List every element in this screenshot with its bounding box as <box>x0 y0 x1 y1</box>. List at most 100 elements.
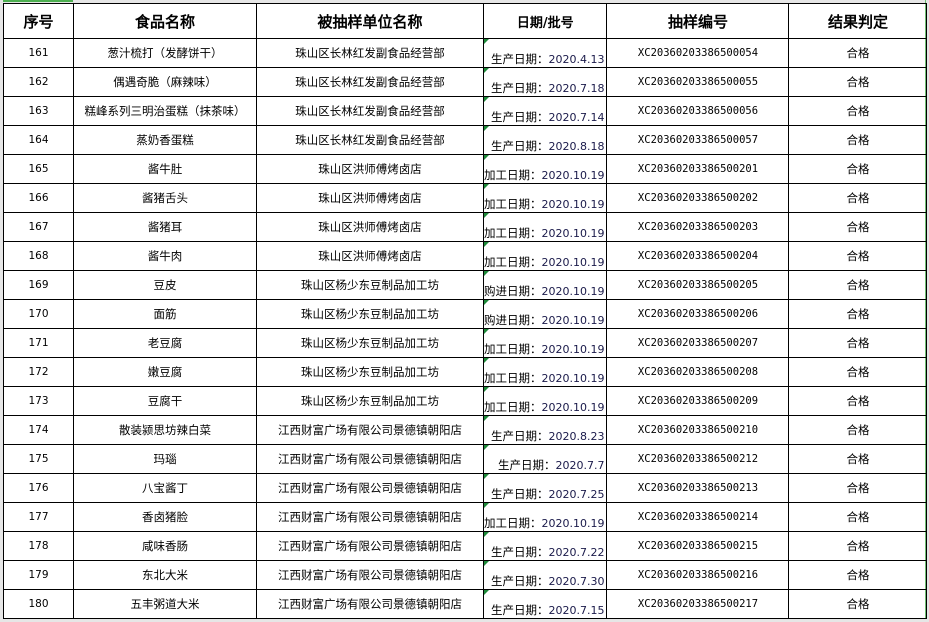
cell-no[interactable]: 177 <box>3 502 74 532</box>
cell-food[interactable]: 偶遇奇脆（麻辣味） <box>73 67 257 97</box>
cell-code[interactable]: XC20360203386500057 <box>606 125 790 155</box>
cell-food[interactable]: 酱猪耳 <box>73 212 257 242</box>
cell-food[interactable]: 豆腐干 <box>73 386 257 416</box>
cell-unit[interactable]: 珠山区洪师傅烤卤店 <box>256 183 484 213</box>
cell-code[interactable]: XC20360203386500202 <box>606 183 790 213</box>
cell-food[interactable]: 八宝酱丁 <box>73 473 257 503</box>
cell-result[interactable]: 合格 <box>788 415 928 445</box>
cell-no[interactable]: 170 <box>3 299 74 329</box>
cell-date[interactable]: 加工日期：2020.10.19 <box>482 386 608 416</box>
cell-no[interactable]: 163 <box>3 96 74 126</box>
cell-date[interactable]: 加工日期：2020.10.19 <box>482 241 608 271</box>
cell-date[interactable]: 生产日期：2020.7.15 <box>482 589 608 619</box>
cell-code[interactable]: XC20360203386500207 <box>606 328 790 358</box>
cell-code[interactable]: XC20360203386500203 <box>606 212 790 242</box>
cell-date[interactable]: 购进日期：2020.10.19 <box>482 299 608 329</box>
cell-food[interactable]: 酱牛肚 <box>73 154 257 184</box>
cell-food[interactable]: 散装颍思坊辣白菜 <box>73 415 257 445</box>
header-result[interactable]: 结果判定 <box>788 3 928 39</box>
cell-no[interactable]: 174 <box>3 415 74 445</box>
cell-result[interactable]: 合格 <box>788 328 928 358</box>
cell-date[interactable]: 生产日期：2020.7.22 <box>482 531 608 561</box>
cell-code[interactable]: XC20360203386500215 <box>606 531 790 561</box>
cell-unit[interactable]: 江西财富广场有限公司景德镇朝阳店 <box>256 473 484 503</box>
cell-unit[interactable]: 珠山区杨少东豆制品加工坊 <box>256 299 484 329</box>
cell-date[interactable]: 生产日期：2020.8.23 <box>482 415 608 445</box>
cell-result[interactable]: 合格 <box>788 38 928 68</box>
cell-food[interactable]: 五丰粥道大米 <box>73 589 257 619</box>
cell-result[interactable]: 合格 <box>788 270 928 300</box>
cell-result[interactable]: 合格 <box>788 357 928 387</box>
cell-no[interactable]: 165 <box>3 154 74 184</box>
cell-result[interactable]: 合格 <box>788 299 928 329</box>
cell-result[interactable]: 合格 <box>788 502 928 532</box>
cell-no[interactable]: 179 <box>3 560 74 590</box>
cell-unit[interactable]: 珠山区杨少东豆制品加工坊 <box>256 328 484 358</box>
cell-result[interactable]: 合格 <box>788 386 928 416</box>
cell-code[interactable]: XC20360203386500208 <box>606 357 790 387</box>
header-code[interactable]: 抽样编号 <box>606 3 790 39</box>
cell-unit[interactable]: 江西财富广场有限公司景德镇朝阳店 <box>256 444 484 474</box>
cell-code[interactable]: XC20360203386500217 <box>606 589 790 619</box>
cell-food[interactable]: 香卤猪脸 <box>73 502 257 532</box>
cell-result[interactable]: 合格 <box>788 183 928 213</box>
cell-date[interactable]: 生产日期：2020.4.13 <box>482 38 608 68</box>
cell-unit[interactable]: 珠山区长林红发副食品经营部 <box>256 67 484 97</box>
cell-date[interactable]: 加工日期：2020.10.19 <box>482 328 608 358</box>
cell-food[interactable]: 酱猪舌头 <box>73 183 257 213</box>
cell-no[interactable]: 173 <box>3 386 74 416</box>
cell-food[interactable]: 老豆腐 <box>73 328 257 358</box>
cell-date[interactable]: 生产日期：2020.7.25 <box>482 473 608 503</box>
cell-no[interactable]: 171 <box>3 328 74 358</box>
cell-code[interactable]: XC20360203386500206 <box>606 299 790 329</box>
cell-code[interactable]: XC20360203386500205 <box>606 270 790 300</box>
cell-unit[interactable]: 江西财富广场有限公司景德镇朝阳店 <box>256 502 484 532</box>
cell-no[interactable]: 166 <box>3 183 74 213</box>
header-unit[interactable]: 被抽样单位名称 <box>256 3 484 39</box>
cell-code[interactable]: XC20360203386500216 <box>606 560 790 590</box>
cell-unit[interactable]: 珠山区洪师傅烤卤店 <box>256 241 484 271</box>
cell-date[interactable]: 加工日期：2020.10.19 <box>482 183 608 213</box>
cell-unit[interactable]: 珠山区洪师傅烤卤店 <box>256 154 484 184</box>
cell-no[interactable]: 178 <box>3 531 74 561</box>
cell-result[interactable]: 合格 <box>788 560 928 590</box>
cell-code[interactable]: XC20360203386500210 <box>606 415 790 445</box>
cell-result[interactable]: 合格 <box>788 444 928 474</box>
cell-result[interactable]: 合格 <box>788 589 928 619</box>
header-date[interactable]: 日期/批号 <box>482 3 608 39</box>
cell-date[interactable]: 生产日期：2020.7.18 <box>482 67 608 97</box>
cell-date[interactable]: 生产日期：2020.7.14 <box>482 96 608 126</box>
cell-date[interactable]: 购进日期：2020.10.19 <box>482 270 608 300</box>
cell-food[interactable]: 面筋 <box>73 299 257 329</box>
cell-date[interactable]: 加工日期：2020.10.19 <box>482 502 608 532</box>
cell-unit[interactable]: 珠山区杨少东豆制品加工坊 <box>256 386 484 416</box>
cell-unit[interactable]: 江西财富广场有限公司景德镇朝阳店 <box>256 531 484 561</box>
cell-food[interactable]: 咸味香肠 <box>73 531 257 561</box>
cell-unit[interactable]: 江西财富广场有限公司景德镇朝阳店 <box>256 560 484 590</box>
cell-food[interactable]: 葱汁梳打（发酵饼干） <box>73 38 257 68</box>
cell-result[interactable]: 合格 <box>788 154 928 184</box>
cell-no[interactable]: 162 <box>3 67 74 97</box>
cell-no[interactable]: 175 <box>3 444 74 474</box>
cell-code[interactable]: XC20360203386500201 <box>606 154 790 184</box>
cell-code[interactable]: XC20360203386500056 <box>606 96 790 126</box>
cell-date[interactable]: 加工日期：2020.10.19 <box>482 212 608 242</box>
cell-code[interactable]: XC20360203386500055 <box>606 67 790 97</box>
cell-unit[interactable]: 江西财富广场有限公司景德镇朝阳店 <box>256 589 484 619</box>
cell-result[interactable]: 合格 <box>788 473 928 503</box>
header-no[interactable]: 序号 <box>3 3 74 39</box>
cell-date[interactable]: 加工日期：2020.10.19 <box>482 357 608 387</box>
cell-result[interactable]: 合格 <box>788 212 928 242</box>
cell-date[interactable]: 生产日期：2020.7.7 <box>482 444 608 474</box>
cell-code[interactable]: XC20360203386500214 <box>606 502 790 532</box>
cell-no[interactable]: 167 <box>3 212 74 242</box>
cell-code[interactable]: XC20360203386500212 <box>606 444 790 474</box>
cell-food[interactable]: 蒸奶香蛋糕 <box>73 125 257 155</box>
cell-no[interactable]: 172 <box>3 357 74 387</box>
cell-unit[interactable]: 珠山区杨少东豆制品加工坊 <box>256 270 484 300</box>
cell-no[interactable]: 176 <box>3 473 74 503</box>
cell-no[interactable]: 168 <box>3 241 74 271</box>
cell-no[interactable]: 161 <box>3 38 74 68</box>
cell-unit[interactable]: 珠山区杨少东豆制品加工坊 <box>256 357 484 387</box>
cell-date[interactable]: 加工日期：2020.10.19 <box>482 154 608 184</box>
